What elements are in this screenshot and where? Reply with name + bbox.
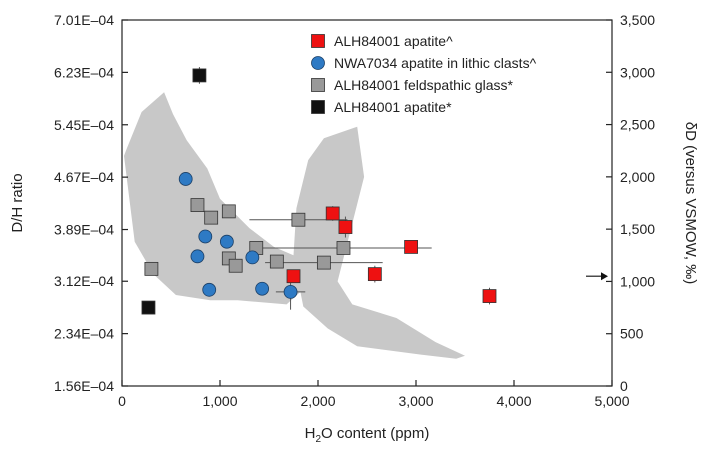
- y-left-tick-label: 3.89E–04: [54, 222, 114, 238]
- plot-frame: [121, 19, 613, 387]
- data-point-circle: [255, 281, 270, 296]
- x-tick-label: 1,000: [202, 393, 237, 409]
- data-point-square: [141, 300, 156, 315]
- data-point-square: [316, 255, 331, 270]
- x-tick-label: 3,000: [398, 393, 433, 409]
- data-point-square: [404, 240, 419, 254]
- y-left-axis-title: D/H ratio: [9, 173, 26, 232]
- arrow-head-icon: [601, 272, 608, 281]
- data-point-square: [286, 269, 301, 284]
- data-point-square: [367, 267, 382, 282]
- data-point-square: [482, 289, 497, 303]
- legend-label: ALH84001 feldspathic glass*: [334, 77, 514, 93]
- y-left-tick-label: 4.67E–04: [54, 169, 114, 185]
- y-left-tick-label: 7.01E–04: [54, 12, 114, 28]
- x-tick-label: 5,000: [594, 393, 629, 409]
- y-left-tick-label: 3.12E–04: [54, 273, 114, 289]
- data-point-circle: [283, 284, 298, 299]
- data-point-square: [228, 258, 243, 273]
- y-left-tick-label: 2.34E–04: [54, 326, 114, 342]
- legend-marker-square: [311, 78, 325, 92]
- data-point-circle: [202, 282, 217, 297]
- y-right-axis-ticks: 0 500 1,000 1,500 2,000 2,500 3,000 3,500: [606, 12, 655, 394]
- right-axis-arrow: [586, 272, 608, 281]
- data-point-circle: [178, 172, 193, 186]
- legend-label: ALH84001 apatite*: [334, 99, 452, 115]
- data-point-square: [204, 210, 219, 225]
- y-left-axis-ticks: 1.56E–04 2.34E–04 3.12E–04 3.89E–04 4.67E–04…: [54, 12, 128, 394]
- y-right-tick-label: 1,500: [620, 221, 655, 237]
- data-point-square: [144, 261, 159, 276]
- data-point-square: [221, 204, 236, 219]
- legend-marker-square: [311, 100, 325, 114]
- data-point-square: [269, 254, 284, 269]
- legend: ALH84001 apatite^ NWA7034 apatite in lith…: [311, 33, 537, 115]
- data-point-circle: [198, 229, 213, 244]
- x-tick-label: 4,000: [496, 393, 531, 409]
- data-point-circle: [190, 249, 205, 264]
- y-left-tick-label: 5.45E–04: [54, 117, 114, 133]
- legend-label: ALH84001 apatite^: [334, 33, 453, 49]
- data-points: [141, 68, 497, 315]
- y-right-tick-label: 1,000: [620, 273, 655, 289]
- y-right-tick-label: 3,500: [620, 12, 655, 28]
- data-point-circle: [219, 234, 234, 249]
- x-axis-title-rest: O content (ppm): [321, 425, 429, 442]
- x-tick-label: 2,000: [300, 393, 335, 409]
- data-point-square: [291, 212, 306, 227]
- y-right-tick-label: 2,000: [620, 169, 655, 185]
- y-left-tick-label: 6.23E–04: [54, 64, 114, 80]
- y-right-tick-label: 3,000: [620, 64, 655, 80]
- data-point-square: [325, 206, 340, 221]
- data-point-square: [336, 241, 351, 255]
- legend-marker-circle: [311, 56, 325, 70]
- y-right-tick-label: 0: [620, 378, 628, 394]
- y-right-tick-label: 2,500: [620, 117, 655, 133]
- x-tick-label: 0: [118, 393, 126, 409]
- x-axis-title-main: H: [305, 425, 316, 442]
- data-point-square: [192, 68, 207, 83]
- y-right-axis-title: δD (versus VSMOW, ‰): [682, 122, 699, 285]
- y-right-tick-label: 500: [620, 326, 644, 342]
- legend-label: NWA7034 apatite in lithic clasts^: [334, 55, 537, 71]
- x-axis-title-subscript: 2: [315, 434, 321, 445]
- data-point-square: [190, 198, 205, 212]
- legend-marker-square: [311, 34, 325, 48]
- y-left-tick-label: 1.56E–04: [54, 378, 114, 394]
- data-point-square: [338, 220, 353, 234]
- x-axis-ticks: 0 1,000 2,000 3,000 4,000 5,000: [118, 380, 630, 409]
- x-axis-title: H2O content (ppm): [305, 425, 430, 445]
- data-point-circle: [245, 250, 260, 265]
